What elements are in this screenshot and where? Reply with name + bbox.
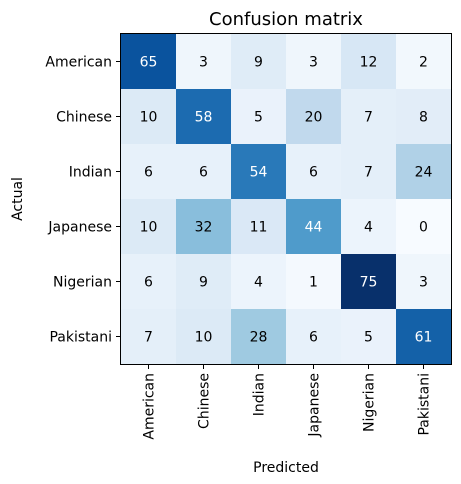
cell-value-label: 12 (360, 55, 378, 71)
heatmap-cells (121, 34, 452, 365)
heatmap-cell (286, 309, 342, 365)
heatmap-cell (286, 144, 342, 200)
heatmap-cell (341, 34, 397, 90)
heatmap-cell (176, 254, 232, 310)
cell-value-label: 10 (140, 110, 158, 126)
cell-value-label: 8 (419, 110, 428, 126)
cell-value-label: 6 (144, 165, 153, 181)
cell-value-label: 24 (415, 165, 433, 181)
cell-value-label: 11 (250, 220, 268, 236)
cell-value-label: 65 (140, 55, 158, 71)
heatmap-cell (396, 34, 452, 90)
y-tick-label: Pakistani (49, 330, 112, 346)
cell-value-label: 44 (305, 220, 323, 236)
heatmap-cell (176, 144, 232, 200)
cell-value-label: 4 (364, 220, 373, 236)
cell-value-label: 61 (415, 330, 433, 346)
y-tick-label: Indian (69, 165, 112, 181)
cell-value-label: 6 (309, 165, 318, 181)
heatmap-cell (176, 34, 232, 90)
x-tick-label: Pakistani (417, 373, 433, 436)
cell-value-label: 7 (364, 165, 373, 181)
y-tick-label: Chinese (56, 110, 112, 126)
heatmap-cell (231, 144, 287, 200)
chart-title: Confusion matrix (209, 9, 363, 30)
heatmap-cell (341, 89, 397, 145)
cell-value-label: 6 (309, 330, 318, 346)
cell-value-label: 28 (250, 330, 268, 346)
cell-value-label: 10 (140, 220, 158, 236)
cell-value-label: 3 (309, 55, 318, 71)
cell-value-label: 9 (254, 55, 263, 71)
heatmap-cell (286, 254, 342, 310)
cell-value-label: 54 (250, 165, 268, 181)
heatmap-cell (176, 89, 232, 145)
cell-value-label: 2 (419, 55, 428, 71)
heatmap-cell (231, 199, 287, 255)
cell-value-label: 3 (199, 55, 208, 71)
cell-value-label: 0 (419, 220, 428, 236)
x-tick-label: Nigerian (362, 373, 378, 432)
cell-value-label: 9 (199, 275, 208, 291)
y-tick-label: Nigerian (53, 275, 112, 291)
heatmap-cell (231, 89, 287, 145)
heatmap-cell (231, 34, 287, 90)
x-tick-label: American (142, 373, 158, 440)
heatmap-cell (176, 199, 232, 255)
heatmap-cell (286, 34, 342, 90)
cell-value-label: 6 (144, 275, 153, 291)
cell-value-label: 10 (195, 330, 213, 346)
heatmap-cell (121, 89, 177, 145)
heatmap-cell (231, 254, 287, 310)
cell-value-label: 5 (364, 330, 373, 346)
cell-value-label: 7 (144, 330, 153, 346)
plot-frame (120, 33, 452, 365)
heatmap-cell (121, 254, 177, 310)
cell-value-label: 4 (254, 275, 263, 291)
cell-value-label: 7 (364, 110, 373, 126)
x-tick-label: Chinese (197, 373, 213, 429)
heatmap-cell (286, 199, 342, 255)
heatmap-cell (341, 144, 397, 200)
x-axis-ticks: American Chinese Indian Japanese Nigerian Pak… (142, 364, 433, 440)
cell-value-label: 1 (309, 275, 318, 291)
heatmap-cell (341, 309, 397, 365)
heatmap-cell (396, 254, 452, 310)
heatmap-cell (231, 309, 287, 365)
cell-value-label: 3 (419, 275, 428, 291)
heatmap-cell (396, 144, 452, 200)
heatmap-cell (121, 34, 177, 90)
x-tick-label: Japanese (307, 373, 323, 438)
heatmap-cell (396, 89, 452, 145)
cell-value-label: 20 (305, 110, 323, 126)
heatmap-cell (121, 309, 177, 365)
y-axis-label: Actual (10, 177, 26, 221)
heatmap-cell (286, 89, 342, 145)
x-axis-label: Predicted (253, 460, 319, 476)
heatmap-cell (121, 199, 177, 255)
cell-value-label: 5 (254, 110, 263, 126)
heatmap-cell (341, 199, 397, 255)
x-tick-label: Indian (252, 373, 268, 416)
y-tick-label: Japanese (47, 220, 112, 236)
heatmap-cell (396, 199, 452, 255)
cell-value-label: 32 (195, 220, 213, 236)
heatmap-cell (341, 254, 397, 310)
cell-value-label: 6 (199, 165, 208, 181)
cell-value-label: 75 (360, 275, 378, 291)
cell-value-label: 58 (195, 110, 213, 126)
heatmap-cell (121, 144, 177, 200)
heatmap-cell (176, 309, 232, 365)
y-tick-label: American (45, 55, 112, 71)
heatmap-cell (396, 309, 452, 365)
y-axis-ticks: American Chinese Indian Japanese Nigerian Pak… (45, 55, 121, 346)
